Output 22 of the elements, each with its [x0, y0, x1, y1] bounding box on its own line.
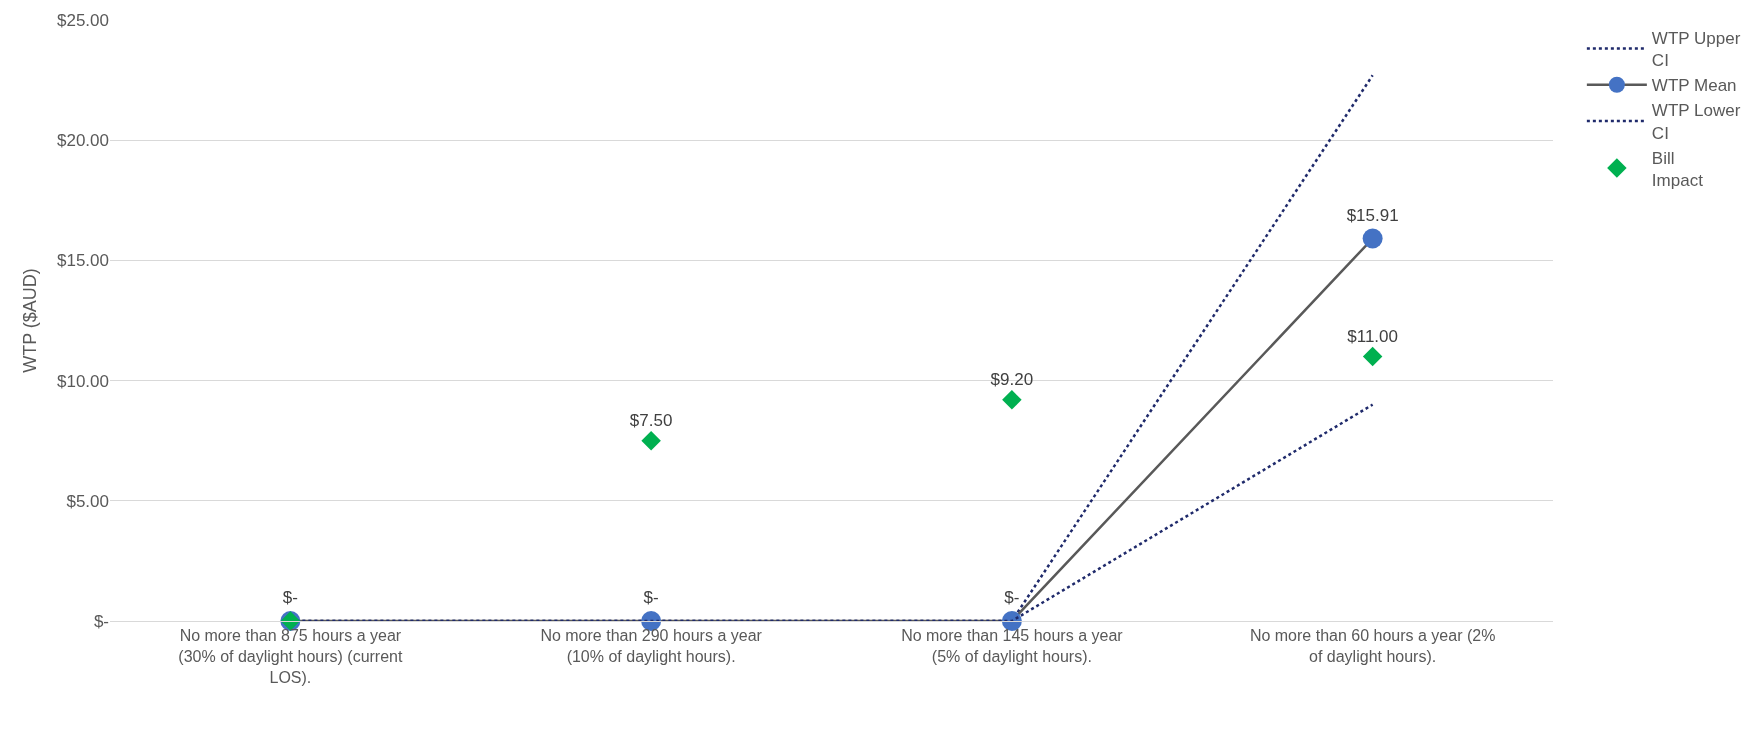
x-tick-label: No more than 875 hours a year (30% of daylight hours) (current LOS). [178, 627, 403, 686]
data-label: $11.00 [1347, 326, 1398, 346]
y-tick-label: $25.00 [57, 10, 109, 30]
data-label: $- [643, 588, 659, 608]
y-tick-label: $20.00 [57, 131, 109, 151]
y-tick-label: $10.00 [57, 371, 109, 391]
x-tick-label: No more than 145 hours a year (5% of daylight hours). [901, 627, 1124, 665]
y-tick-label: $5.00 [66, 491, 109, 511]
legend-label: Bill Impact [1651, 148, 1704, 190]
x-tick-label: No more than 60 hours a year (2% of daylight hours). [1249, 627, 1496, 665]
data-label: $- [1004, 588, 1020, 608]
y-axis-title: WTP ($AUD) [20, 268, 41, 373]
legend-label: WTP Lower CI [1651, 101, 1741, 143]
legend-label: WTP Mean [1651, 76, 1737, 96]
y-tick-label: $- [93, 611, 109, 631]
x-tick-label: No more than 290 hours a year (10% of daylight hours). [540, 627, 763, 665]
legend-label: WTP Upper CI [1651, 29, 1741, 71]
data-label: $7.50 [629, 411, 673, 431]
data-label: $15.91 [1346, 205, 1399, 225]
data-label: $9.20 [990, 370, 1034, 390]
y-tick-label: $15.00 [57, 251, 109, 271]
data-label: $- [282, 588, 298, 608]
